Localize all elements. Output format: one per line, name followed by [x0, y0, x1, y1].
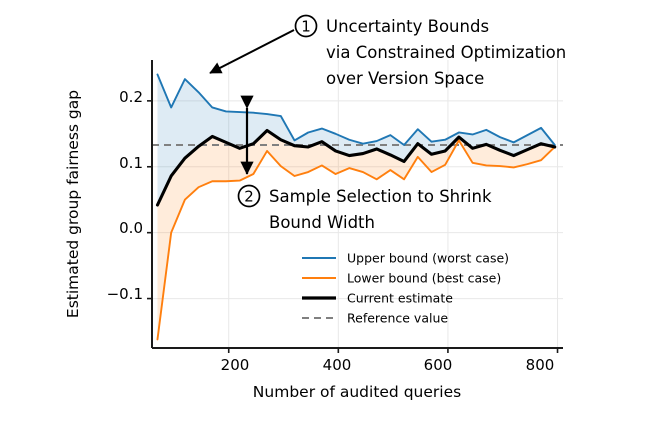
annotation-1-number: 1 [301, 18, 311, 36]
y-tick-label-1: 0.1 [119, 154, 143, 172]
plot-area-background [152, 60, 563, 348]
annotation-1-line-2: over Version Space [326, 69, 484, 88]
legend-label-reference-value: Reference value [347, 311, 448, 326]
legend-label-upper-bound: Upper bound (worst case) [347, 251, 509, 266]
annotation-1-line-0: Uncertainty Bounds [326, 17, 489, 36]
gridlines [152, 60, 563, 348]
annotation-1-arrow [209, 29, 295, 74]
lower-bound-line [156, 139, 556, 341]
legend-label-lower-bound: Lower bound (best case) [347, 271, 501, 286]
x-tick-label-3: 800 [526, 356, 555, 374]
current-estimate-line [155, 128, 557, 207]
x-tick-label-1: 400 [323, 356, 352, 374]
y-axis-title: Estimated group fairness gap [64, 90, 82, 318]
legend-label-current-estimate: Current estimate [347, 291, 453, 306]
x-tick-label-0: 200 [221, 356, 250, 374]
upper-band-fill [157, 74, 555, 205]
annotation-2-number: 2 [244, 188, 254, 206]
annotation-2-circle [237, 184, 261, 208]
annotation-2-line-0: Sample Selection to Shrink [269, 187, 492, 206]
x-tick-label-2: 600 [424, 356, 453, 374]
y-tick-label-2: 0.0 [119, 219, 143, 237]
y-tick-label-0: 0.2 [119, 88, 143, 106]
lower-band-fill [157, 130, 555, 340]
upper-bound-line [156, 73, 556, 146]
y-tick-label-3: −0.1 [107, 285, 143, 303]
axis-ticks [147, 100, 559, 353]
chart-legend: Upper bound (worst case) Lower bound (be… [302, 251, 509, 326]
annotation-1-line-1: via Constrained Optimization [326, 43, 566, 62]
annotation-1-circle [294, 14, 318, 38]
annotation-2-line-1: Bound Width [269, 213, 375, 232]
x-axis-title: Number of audited queries [253, 383, 461, 401]
